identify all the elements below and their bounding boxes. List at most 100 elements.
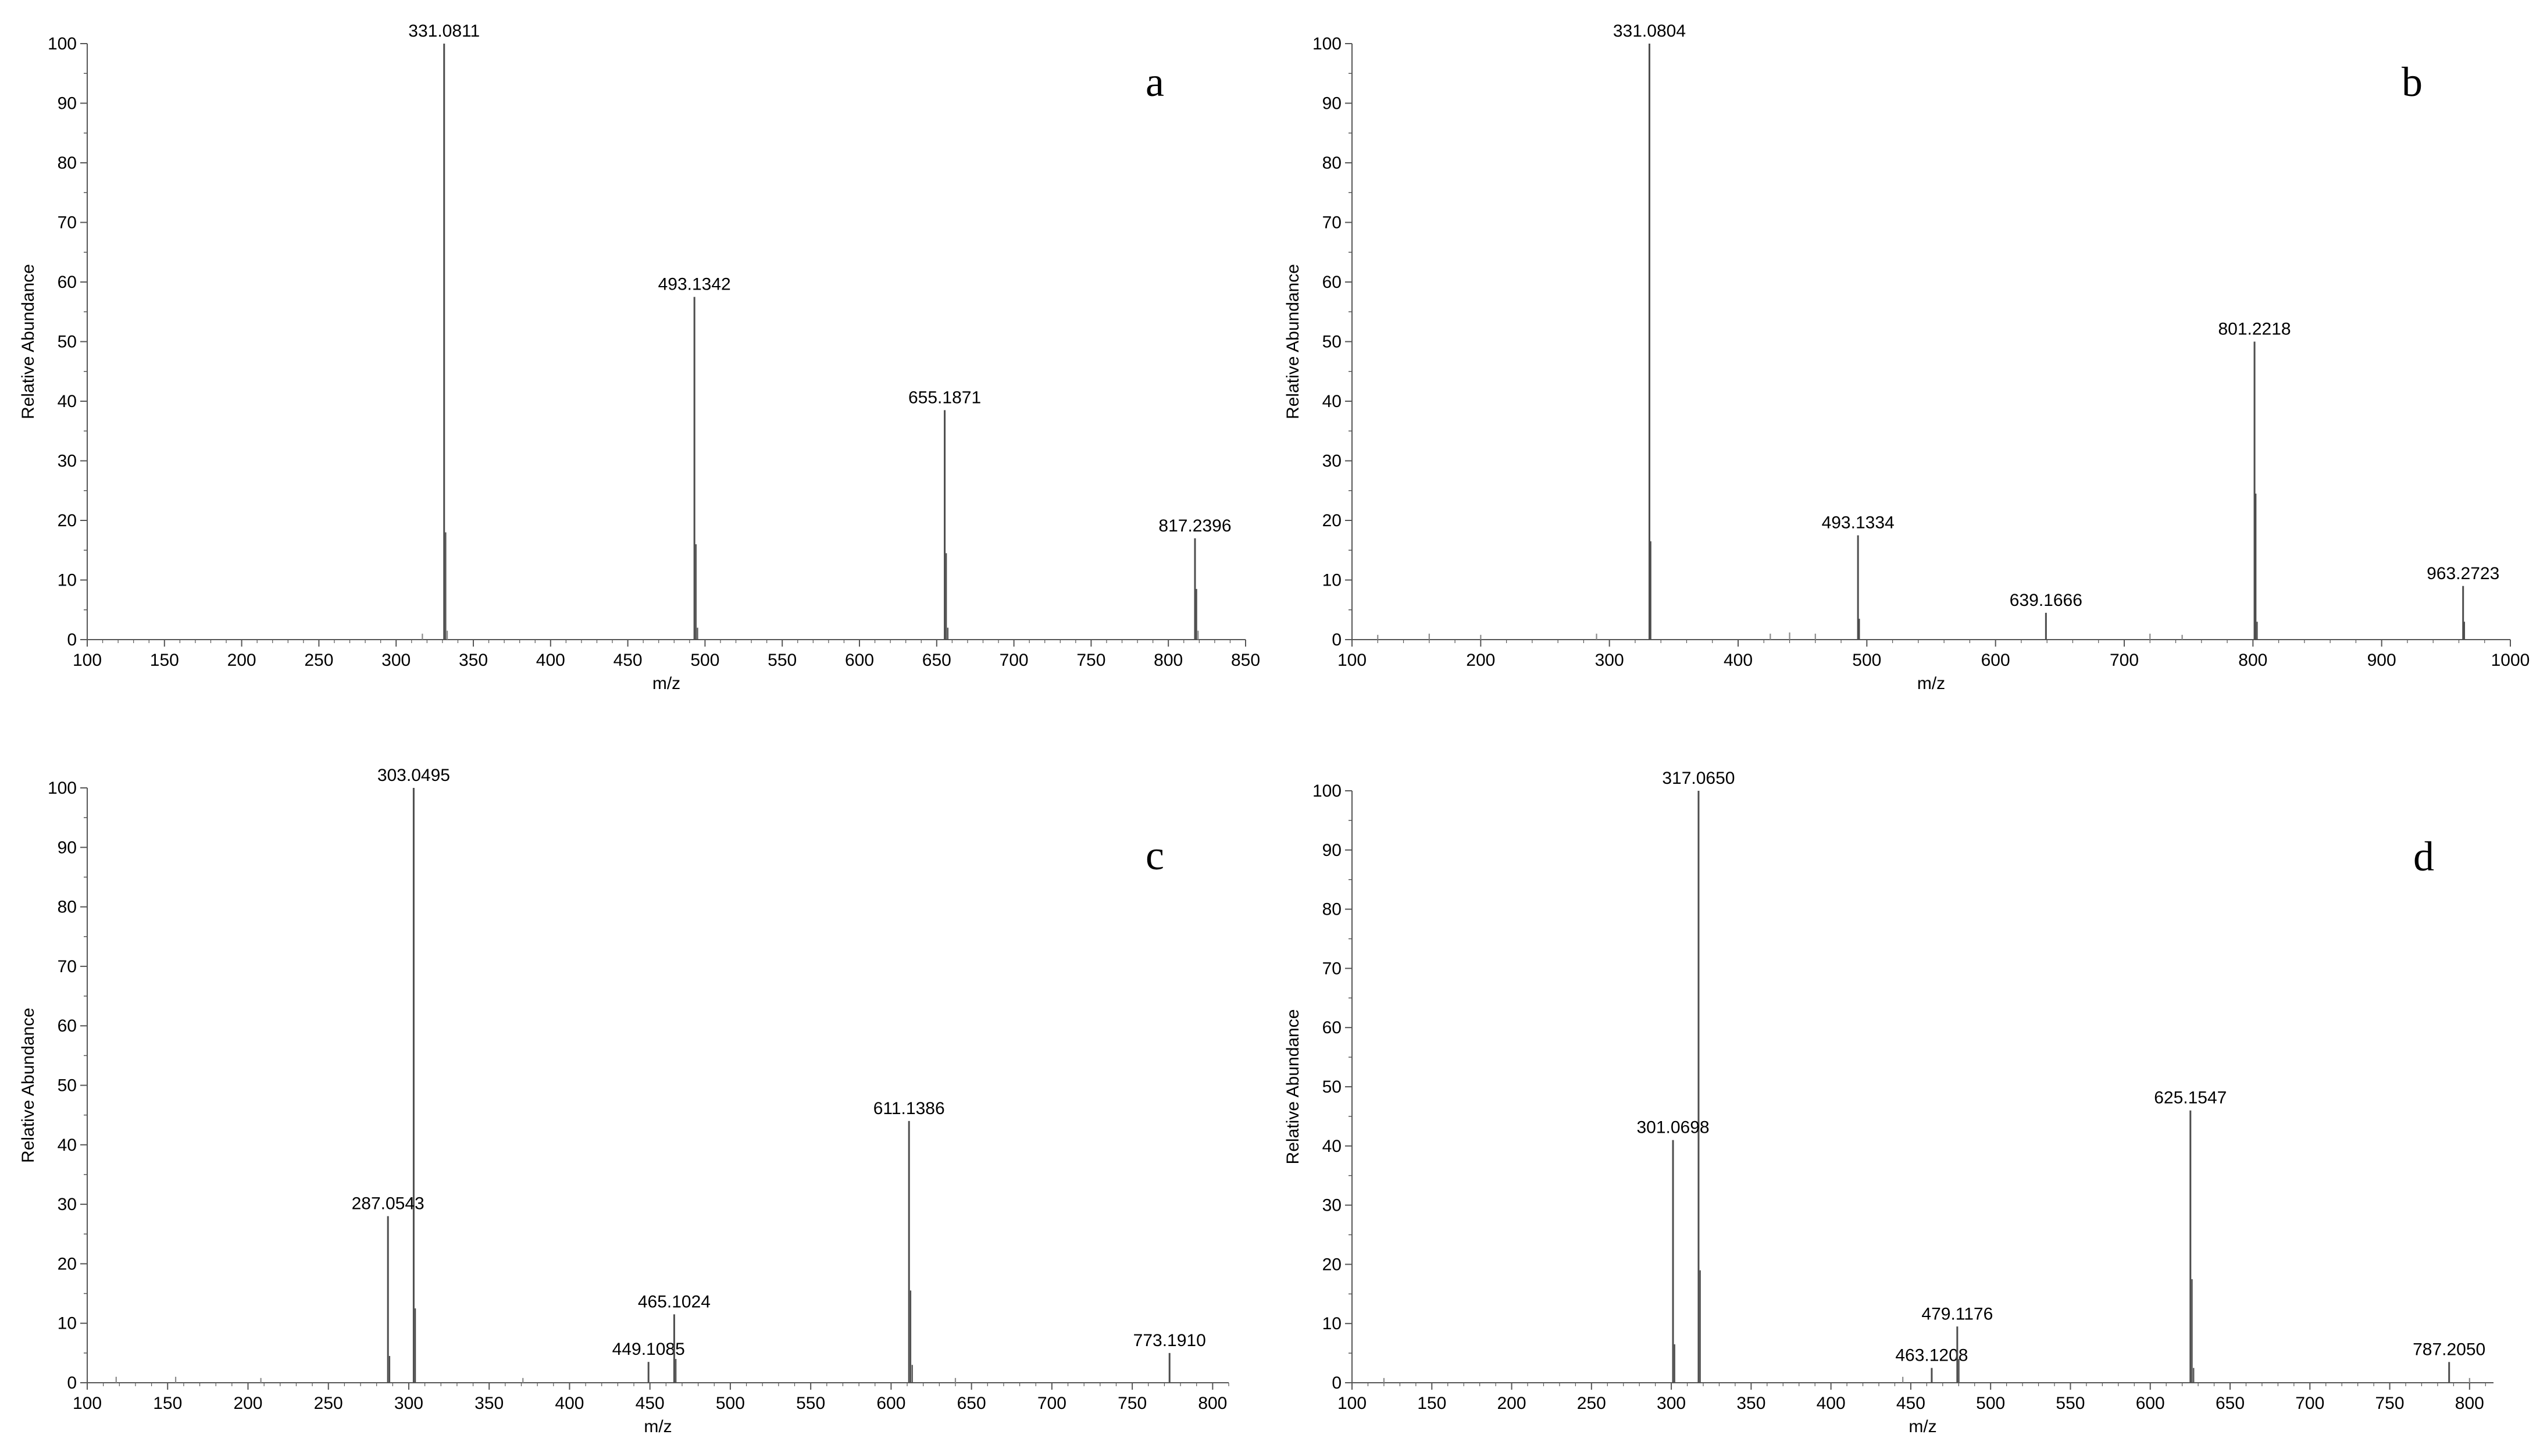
y-tick-label: 40 [58,392,77,411]
x-axis-title: m/z [652,674,680,693]
y-axis-title: Relative Abundance [19,264,38,419]
peak-label: 331.0811 [408,22,480,41]
x-tick-label: 350 [1736,1394,1765,1413]
x-tick-label: 750 [1076,651,1105,670]
peak-label: 801.2218 [2218,320,2291,339]
y-tick-label: 30 [58,452,77,471]
peak-label: 611.1386 [873,1099,945,1118]
y-tick-label: 40 [1322,1137,1342,1156]
peak-label: 787.2050 [2413,1340,2485,1359]
x-tick-label: 100 [1337,1394,1367,1413]
x-tick-label: 800 [2238,651,2267,670]
x-tick-label: 600 [2136,1394,2165,1413]
y-tick-label: 50 [1322,1077,1342,1097]
y-tick-label: 30 [1322,1196,1342,1215]
x-tick-label: 550 [796,1394,825,1413]
x-axis-title: m/z [1909,1417,1936,1436]
peak-label: 303.0495 [377,766,450,785]
x-tick-label: 700 [2110,651,2139,670]
x-tick-label: 800 [1198,1394,1227,1413]
x-tick-label: 450 [636,1394,665,1413]
x-tick-label: 650 [922,651,951,670]
y-tick-label: 20 [58,1254,77,1273]
x-tick-label: 300 [394,1394,423,1413]
x-tick-label: 500 [690,651,719,670]
x-tick-label: 850 [1231,651,1260,670]
x-tick-label: 400 [555,1394,584,1413]
y-tick-label: 80 [58,154,77,173]
y-tick-label: 90 [58,94,77,113]
y-tick-label: 100 [1312,34,1342,53]
peak-label: 817.2396 [1158,516,1231,536]
y-tick-label: 0 [1332,630,1342,650]
y-tick-label: 70 [58,213,77,233]
x-axis-title: m/z [1917,674,1945,693]
x-tick-label: 600 [845,651,874,670]
y-tick-label: 90 [1322,94,1342,113]
x-tick-label: 250 [314,1394,343,1413]
panel-d: 0 10 20 30 40 50 60 70 80 90 100 100 150 200 250 300 350… [1283,769,2494,1436]
x-tick-label: 200 [233,1394,262,1413]
panel-letter: b [2402,59,2423,105]
peak-label: 639.1666 [2010,591,2082,610]
peak-label: 963.2723 [2427,564,2499,583]
x-tick-label: 800 [2455,1394,2484,1413]
x-tick-label: 650 [957,1394,986,1413]
y-tick-label: 80 [1322,900,1342,919]
y-tick-label: 100 [48,779,77,798]
x-tick-label: 500 [1976,1394,2005,1413]
x-tick-label: 500 [716,1394,745,1413]
panel-letter: a [1146,59,1164,105]
peak-label: 317.0650 [1662,769,1735,788]
peak-label: 331.0804 [1613,22,1686,41]
x-tick-label: 650 [2216,1394,2245,1413]
x-tick-label: 300 [1657,1394,1686,1413]
x-tick-label: 350 [475,1394,504,1413]
y-tick-label: 20 [1322,1255,1342,1274]
x-tick-label: 350 [459,651,488,670]
x-axis-title: m/z [644,1417,672,1436]
peak-label: 773.1910 [1133,1331,1206,1350]
panel-letter: c [1146,832,1164,879]
panel-a: 0 10 20 30 40 50 60 70 80 90 100 100 150 200 250 300 350… [19,22,1260,693]
peak-label: 465.1024 [638,1292,711,1311]
y-tick-label: 40 [58,1136,77,1155]
y-tick-label: 70 [1322,959,1342,978]
x-tick-label: 700 [1000,651,1029,670]
peak-label: 493.1334 [1822,513,1895,533]
x-tick-label: 250 [304,651,333,670]
y-tick-label: 10 [1322,571,1342,590]
x-tick-label: 250 [1577,1394,1606,1413]
y-tick-label: 50 [1322,333,1342,352]
y-tick-label: 60 [1322,273,1342,292]
x-tick-label: 450 [613,651,643,670]
y-tick-label: 60 [58,1016,77,1036]
x-tick-label: 750 [1118,1394,1147,1413]
x-tick-label: 600 [876,1394,905,1413]
y-tick-label: 10 [58,571,77,590]
y-axis-title: Relative Abundance [1283,264,1303,419]
y-axis-title: Relative Abundance [19,1008,38,1163]
x-tick-label: 800 [1154,651,1183,670]
x-tick-label: 600 [1981,651,2010,670]
x-tick-label: 400 [1724,651,1753,670]
y-tick-label: 80 [1322,154,1342,173]
x-tick-label: 150 [150,651,179,670]
panel-letter: d [2413,833,2434,880]
y-tick-label: 100 [1312,781,1342,801]
x-tick-label: 500 [1852,651,1881,670]
peak-label: 287.0543 [352,1194,424,1214]
y-tick-label: 10 [58,1314,77,1333]
y-tick-label: 0 [67,630,77,650]
x-tick-label: 100 [1337,651,1367,670]
panel-b: 0 10 20 30 40 50 60 70 80 90 100 100 200 300 400 500 600… [1283,22,2530,693]
y-tick-label: 20 [58,511,77,530]
y-tick-label: 70 [1322,213,1342,233]
y-axis-title: Relative Abundance [1283,1009,1303,1165]
x-tick-label: 1000 [2491,651,2530,670]
y-tick-label: 50 [58,1076,77,1095]
x-tick-label: 550 [768,651,797,670]
y-tick-label: 20 [1322,511,1342,530]
peak-label: 493.1342 [658,275,731,294]
